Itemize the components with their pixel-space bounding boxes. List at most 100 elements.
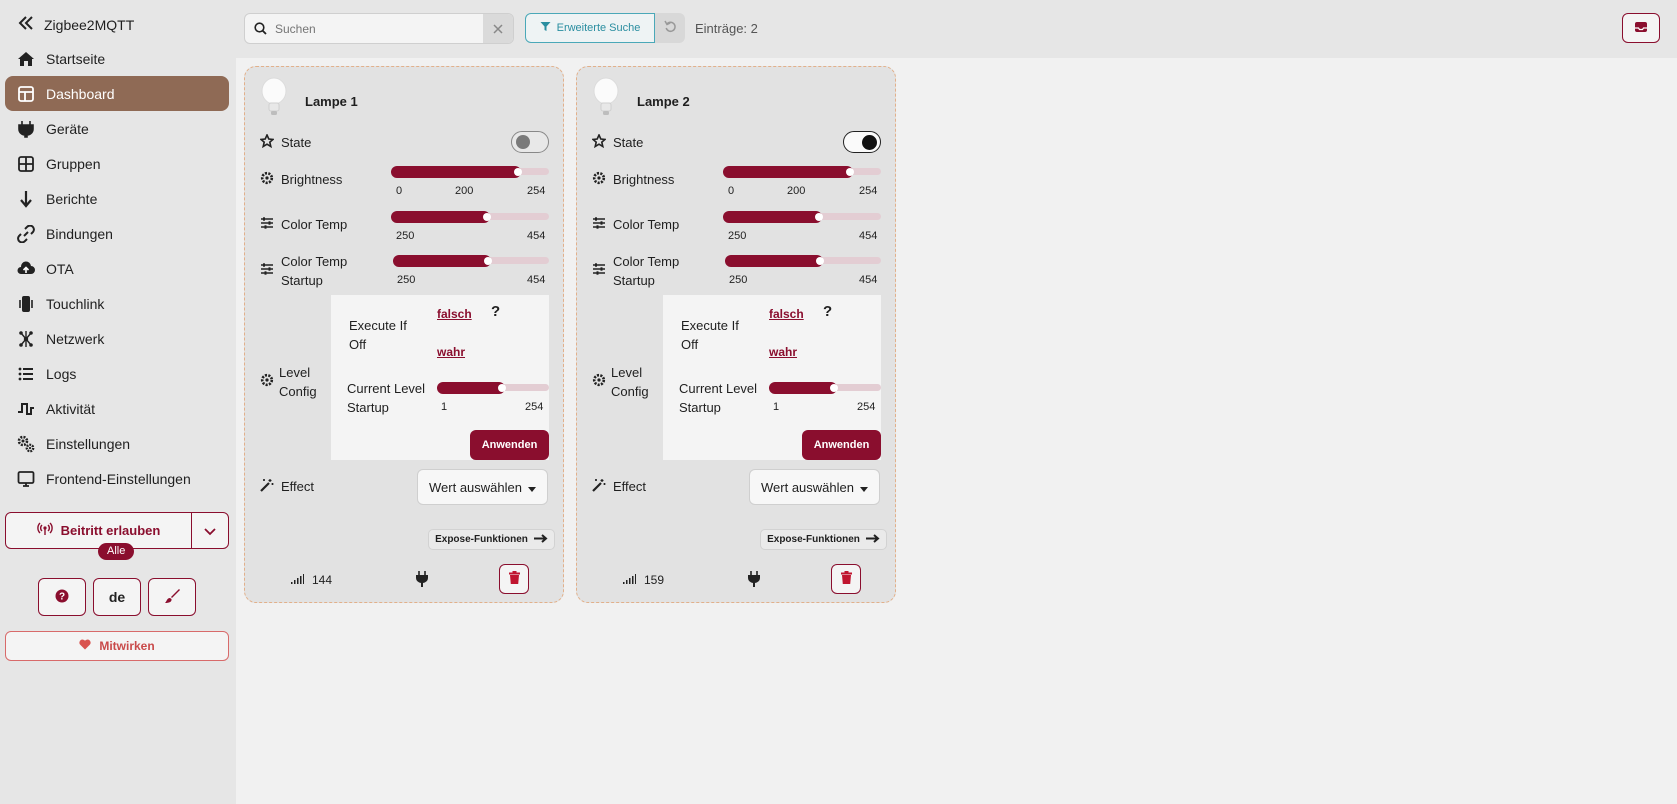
chevron-down-icon: [204, 523, 216, 539]
current-level-startup-label: Current Level Startup: [347, 381, 426, 415]
color-temp-label: Color Temp: [592, 216, 679, 233]
permit-join-dropdown-toggle[interactable]: [192, 513, 228, 548]
sidebar-item-touchlink[interactable]: Touchlink: [5, 286, 229, 321]
sidebar-item-aktivitaet[interactable]: Aktivität: [5, 391, 229, 426]
expose-functions-button[interactable]: Expose-Funktionen: [428, 529, 555, 550]
theme-button[interactable]: [148, 578, 196, 616]
sidebar-item-einstellungen[interactable]: Einstellungen: [5, 426, 229, 461]
execute-if-off-false-option[interactable]: falsch: [437, 307, 472, 321]
sidebar-item-dashboard[interactable]: Dashboard: [5, 76, 229, 111]
heart-icon: [79, 639, 91, 653]
expose-functions-button[interactable]: Expose-Funktionen: [760, 529, 887, 550]
color-temp-startup-min-tick: 250: [729, 274, 748, 286]
sidebar-item-ota[interactable]: OTA: [5, 251, 229, 286]
level-config-label: Level Config: [260, 363, 317, 401]
filter-icon: [540, 21, 551, 35]
sliders-icon: [260, 262, 274, 281]
state-toggle[interactable]: [843, 131, 881, 153]
effect-select[interactable]: Wert auswählen: [749, 469, 880, 505]
sidebar-item-label: Frontend-Einstellungen: [46, 470, 191, 487]
current-level-startup-slider[interactable]: [769, 382, 881, 394]
notifications-button[interactable]: [1622, 13, 1660, 43]
color-temp-startup-slider[interactable]: [393, 255, 549, 267]
effect-select-value: Wert auswählen: [761, 479, 854, 495]
level-config-panel: Execute If Off falsch ? wahr Current Leve…: [331, 295, 549, 460]
magic-wand-icon: [592, 478, 606, 495]
sidebar-item-logs[interactable]: Logs: [5, 356, 229, 391]
sidebar-item-label: Geräte: [46, 120, 89, 137]
link-quality-value: 144: [312, 573, 333, 587]
gear-icon: [592, 171, 606, 188]
color-temp-label-text: Color Temp: [281, 217, 348, 232]
color-temp-slider[interactable]: [723, 211, 881, 223]
network-icon: [17, 330, 35, 348]
gear-icon: [592, 373, 606, 392]
color-temp-startup-slider[interactable]: [725, 255, 881, 267]
app-title: Zigbee2MQTT: [44, 16, 135, 33]
sidebar-item-label: Berichte: [46, 190, 98, 207]
color-temp-min-tick: 250: [728, 230, 747, 242]
brightness-slider[interactable]: [391, 166, 549, 178]
apply-button[interactable]: Anwenden: [470, 430, 549, 460]
collapse-sidebar-icon[interactable]: [18, 16, 34, 33]
sidebar-item-berichte[interactable]: Berichte: [5, 181, 229, 216]
sidebar-item-startseite[interactable]: Startseite: [5, 41, 229, 76]
star-icon: [259, 133, 275, 151]
state-toggle[interactable]: [511, 131, 549, 153]
language-button[interactable]: de: [93, 578, 141, 616]
sidebar-item-label: Startseite: [46, 50, 106, 67]
light-bulb-icon: [591, 77, 621, 120]
effect-select[interactable]: Wert auswählen: [417, 469, 548, 505]
brightness-slider[interactable]: [723, 166, 881, 178]
level-config-label-text: Level Config: [611, 365, 649, 399]
permit-join-button[interactable]: Beitritt erlauben: [6, 513, 192, 548]
current-level-startup-label: Current Level Startup: [679, 381, 758, 415]
apply-button[interactable]: Anwenden: [802, 430, 881, 460]
sidebar-item-frontend-einstellungen[interactable]: Frontend-Einstellungen: [5, 461, 229, 496]
advanced-search-button[interactable]: Erweiterte Suche: [525, 13, 655, 43]
toolbar: Erweiterte Suche Einträge: 2: [236, 0, 1677, 58]
expose-functions-label: Expose-Funktionen: [435, 534, 528, 545]
contribute-button[interactable]: Mitwirken: [5, 631, 229, 661]
contribute-label: Mitwirken: [99, 639, 155, 653]
delete-device-button[interactable]: [831, 564, 861, 594]
color-temp-label-text: Color Temp: [613, 217, 680, 232]
brightness-mark-tick: 200: [455, 185, 474, 197]
sidebar-item-geraete[interactable]: Geräte: [5, 111, 229, 146]
groups-icon: [17, 155, 35, 173]
help-button[interactable]: ?: [38, 578, 86, 616]
search-input[interactable]: [275, 21, 483, 36]
current-level-startup-slider[interactable]: [437, 382, 549, 394]
brightness-label-text: Brightness: [613, 172, 675, 187]
sidebar-item-label: Aktivität: [46, 400, 96, 417]
sidebar-item-label: OTA: [46, 260, 74, 277]
level-config-panel: Execute If Off falsch ? wahr Current Leve…: [663, 295, 881, 460]
effect-label-text: Effect: [281, 479, 315, 494]
signal-icon: [291, 573, 304, 587]
sidebar-item-bindungen[interactable]: Bindungen: [5, 216, 229, 251]
sidebar-item-label: Netzwerk: [46, 330, 105, 347]
link-quality-value: 159: [644, 573, 665, 587]
sidebar-item-gruppen[interactable]: Gruppen: [5, 146, 229, 181]
execute-if-off-label: Execute If Off: [681, 318, 739, 352]
sidebar-item-label: Bindungen: [46, 225, 113, 242]
execute-if-off-help[interactable]: ?: [823, 303, 833, 320]
state-label-text: State: [613, 135, 644, 150]
execute-if-off-help[interactable]: ?: [491, 303, 501, 320]
sidebar-item-netzwerk[interactable]: Netzwerk: [5, 321, 229, 356]
plug-icon: [17, 120, 35, 138]
sidebar-item-label: Dashboard: [46, 85, 115, 102]
delete-device-button[interactable]: [499, 564, 529, 594]
reset-filter-button[interactable]: [655, 13, 685, 43]
brightness-min-tick: 0: [396, 185, 403, 197]
device-name[interactable]: Lampe 1: [305, 94, 358, 109]
color-temp-slider[interactable]: [391, 211, 549, 223]
device-name[interactable]: Lampe 2: [637, 94, 690, 109]
execute-if-off-true-option[interactable]: wahr: [437, 345, 466, 359]
clear-search-button[interactable]: [483, 14, 513, 43]
gear-icon: [260, 373, 274, 392]
execute-if-off-true-option[interactable]: wahr: [769, 345, 798, 359]
app-header[interactable]: Zigbee2MQTT: [18, 16, 134, 33]
brightness-mark-tick: 200: [787, 185, 806, 197]
execute-if-off-false-option[interactable]: falsch: [769, 307, 804, 321]
